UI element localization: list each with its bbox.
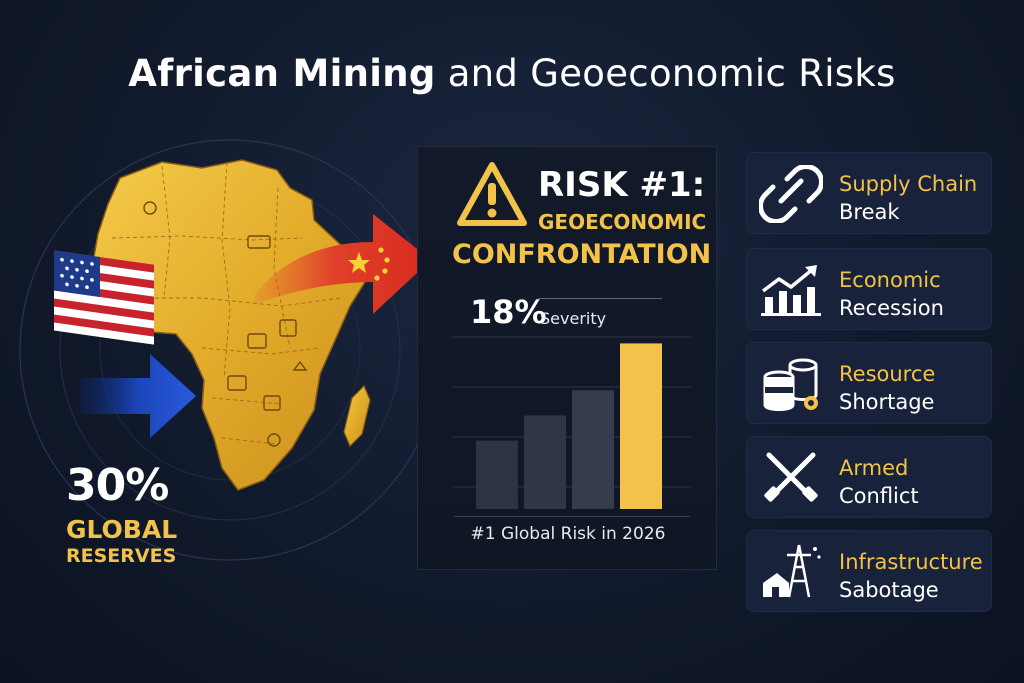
- severity-label: Severity: [540, 309, 607, 328]
- severity-bar: [572, 390, 614, 509]
- crossed-rifles-icon: [764, 452, 818, 502]
- risk-card-armed-conflict: Armed Conflict: [746, 436, 992, 518]
- risk-card-title: Resource: [839, 362, 936, 386]
- severity-bar: [620, 343, 662, 509]
- risk-card-supply-chain: Supply Chain Break: [746, 152, 992, 234]
- red-arrow-icon: [255, 214, 431, 314]
- risk-card-title: Armed: [839, 456, 909, 480]
- risk-card-resource: Resource Shortage: [746, 342, 992, 424]
- reserves-label-line2: RESERVES: [66, 545, 177, 567]
- severity-value: 18%: [470, 293, 547, 331]
- barrels-icon: [763, 358, 818, 411]
- reserves-value: 30%: [66, 460, 169, 511]
- risk-card-subtitle: Conflict: [839, 484, 919, 508]
- risk-subtitle-line1: GEOECONOMIC: [538, 210, 707, 234]
- page-title: African Mining and Geoeconomic Risks: [0, 52, 1024, 95]
- broken-chain-icon: [759, 165, 823, 223]
- severity-bar: [476, 440, 518, 509]
- power-tower-icon: [763, 544, 821, 598]
- africa-map: [91, 159, 380, 491]
- severity-bar: [524, 415, 566, 509]
- risk-card-economic: Economic Recession: [746, 248, 992, 330]
- risk-card-title: Supply Chain: [839, 172, 978, 196]
- trend-chart-icon: [761, 265, 821, 316]
- panel-footer: #1 Global Risk in 2026: [470, 524, 666, 544]
- footer-divider: [454, 516, 690, 517]
- reserves-label-line1: GLOBAL: [66, 515, 178, 544]
- risk-card-title: Economic: [839, 268, 941, 292]
- risk-panel: RISK #1: GEOECONOMIC CONFRONTATION 18% S…: [417, 146, 717, 570]
- risk-card-subtitle: Shortage: [839, 390, 935, 414]
- us-flag: [54, 250, 154, 345]
- severity-bar-chart: [452, 336, 692, 509]
- title-rest: and Geoeconomic Risks: [447, 52, 896, 95]
- severity-divider: [538, 298, 662, 299]
- risk-card-subtitle: Sabotage: [839, 578, 939, 602]
- risk-card-subtitle: Break: [839, 200, 900, 224]
- risk-card-title: Infrastructure: [839, 550, 983, 574]
- blue-arrow-icon: [80, 354, 196, 438]
- risk-card-infrastructure: Infrastructure Sabotage: [746, 530, 992, 612]
- warning-icon: [457, 162, 527, 226]
- risk-card-subtitle: Recession: [839, 296, 944, 320]
- risk-title: RISK #1:: [538, 165, 706, 205]
- title-bold: African Mining: [128, 52, 436, 95]
- risk-subtitle-line2: CONFRONTATION: [452, 239, 712, 270]
